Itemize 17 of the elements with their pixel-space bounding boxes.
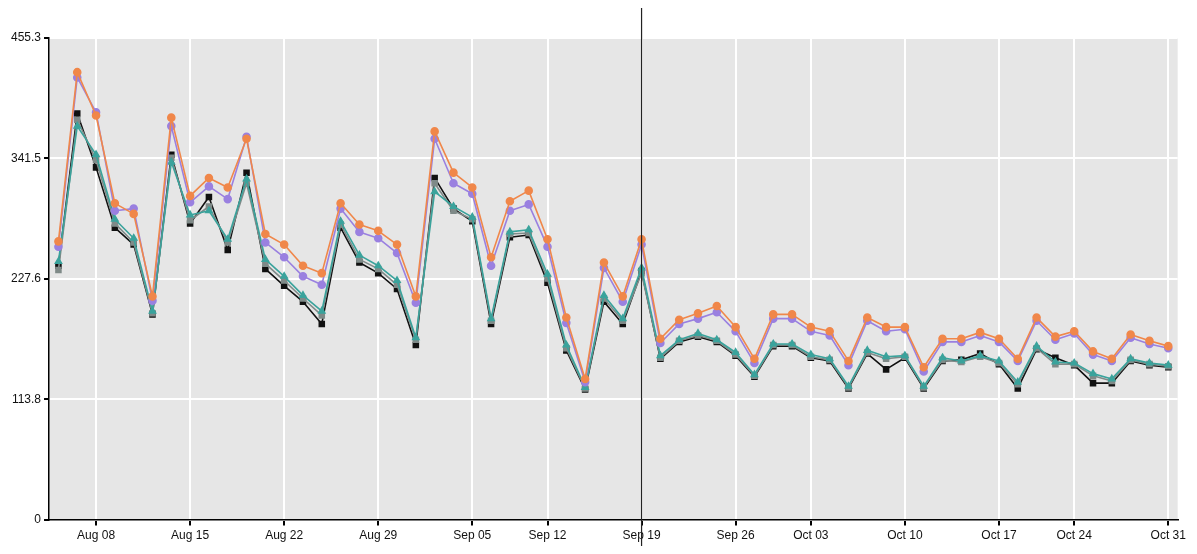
x-tick-label: Oct 31	[1150, 528, 1187, 543]
x-tick-label: Oct 24	[1056, 528, 1093, 543]
x-tick-label: Sep 26	[716, 528, 755, 543]
y-tick-label: 227.6	[11, 271, 42, 286]
x-tick-label: Sep 05	[453, 528, 492, 543]
y-tick-label: 113.8	[11, 391, 42, 406]
x-tick-label: Oct 03	[793, 528, 829, 543]
x-tick-label: Aug 15	[171, 528, 210, 543]
x-tick-label: Sep 12	[528, 528, 567, 543]
x-tick-label: Aug 22	[265, 528, 304, 543]
y-tick-label: 341.5	[11, 150, 42, 165]
x-tick-label: Oct 10	[887, 528, 923, 543]
y-tick-label: 455.3	[11, 30, 42, 45]
x-tick-label: Aug 08	[77, 528, 116, 543]
x-tick-label: Oct 17	[981, 528, 1017, 543]
y-tick-label: 0	[34, 511, 42, 526]
x-tick-label: Aug 29	[359, 528, 398, 543]
